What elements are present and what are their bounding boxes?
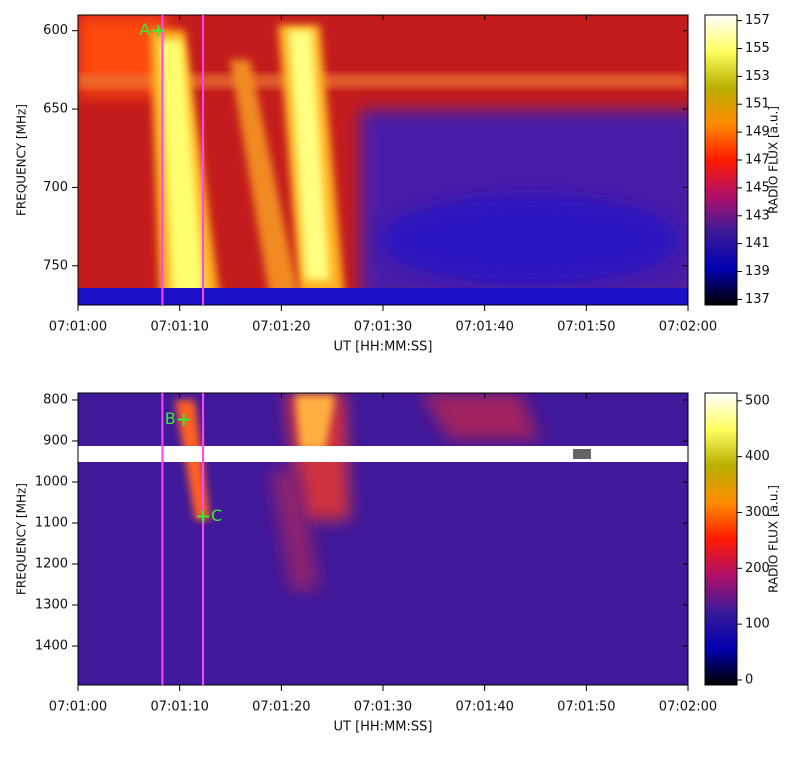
y-tick-label: 900	[43, 433, 68, 448]
y-tick-label: 1200	[35, 557, 68, 572]
x-axis-label: UT [HH:MM:SS]	[334, 720, 433, 735]
x-tick-label: 07:02:00	[659, 700, 717, 715]
y-axis-label: FREQUENCY [MHz]	[15, 483, 29, 595]
x-tick-label: 07:01:20	[252, 700, 310, 715]
y-axis-label: FREQUENCY [MHz]	[15, 104, 29, 216]
colorbar-tick-label: 141	[745, 236, 770, 251]
y-tick-label: 1000	[35, 474, 68, 489]
colorbar-tick-label: 143	[745, 208, 770, 223]
y-tick-label: 750	[43, 258, 68, 273]
x-tick-label: 07:01:20	[252, 320, 310, 335]
colorbar-tick-label: 200	[745, 561, 770, 576]
y-tick-label: 1300	[35, 598, 68, 613]
x-tick-label: 07:01:00	[49, 320, 107, 335]
x-axis-label: UT [HH:MM:SS]	[334, 340, 433, 355]
colorbar-tick-label: 400	[745, 449, 770, 464]
x-tick-label: 07:01:30	[354, 320, 412, 335]
x-tick-label: 07:01:50	[557, 320, 615, 335]
annotation-marker	[197, 510, 210, 523]
colorbar-tick-label: 137	[745, 292, 770, 307]
spectrogram-texture	[78, 15, 688, 305]
annotation-label: B	[165, 409, 176, 428]
x-tick-label: 07:02:00	[659, 320, 717, 335]
colorbar-tick-label: 145	[745, 180, 770, 195]
y-tick-label: 1100	[35, 516, 68, 531]
annotation-label: A	[139, 20, 150, 39]
colorbar	[704, 14, 738, 306]
y-tick-label: 600	[43, 23, 68, 38]
x-tick-label: 07:01:30	[354, 700, 412, 715]
annotation-label: C	[211, 506, 222, 525]
x-tick-label: 07:01:40	[455, 320, 513, 335]
colorbar-tick-label: 100	[745, 617, 770, 632]
y-tick-label: 1400	[35, 639, 68, 654]
colorbar-label: RADIO FLUX [a.u.]	[767, 106, 781, 214]
x-tick-label: 07:01:00	[49, 700, 107, 715]
annotation-marker	[152, 24, 165, 37]
colorbar-tick-label: 0	[745, 672, 753, 687]
colorbar-tick-label: 149	[745, 125, 770, 140]
colorbar-tick-label: 300	[745, 505, 770, 520]
spectrogram-texture	[78, 393, 688, 685]
x-tick-label: 07:01:10	[150, 320, 208, 335]
colorbar-tick-label: 153	[745, 69, 770, 84]
colorbar-tick-label: 155	[745, 41, 770, 56]
colorbar-tick-label: 147	[745, 153, 770, 168]
annotation-marker	[177, 413, 190, 426]
colorbar-tick-label: 157	[745, 13, 770, 28]
colorbar-label: RADIO FLUX [a.u.]	[767, 485, 781, 593]
y-tick-label: 700	[43, 180, 68, 195]
x-tick-label: 07:01:50	[557, 700, 615, 715]
colorbar-tick-label: 139	[745, 264, 770, 279]
x-tick-label: 07:01:10	[150, 700, 208, 715]
colorbar-tick-label: 151	[745, 97, 770, 112]
x-tick-label: 07:01:40	[455, 700, 513, 715]
colorbar-tick-label: 500	[745, 393, 770, 408]
colorbar	[704, 392, 738, 686]
y-tick-label: 800	[43, 392, 68, 407]
y-tick-label: 650	[43, 102, 68, 117]
